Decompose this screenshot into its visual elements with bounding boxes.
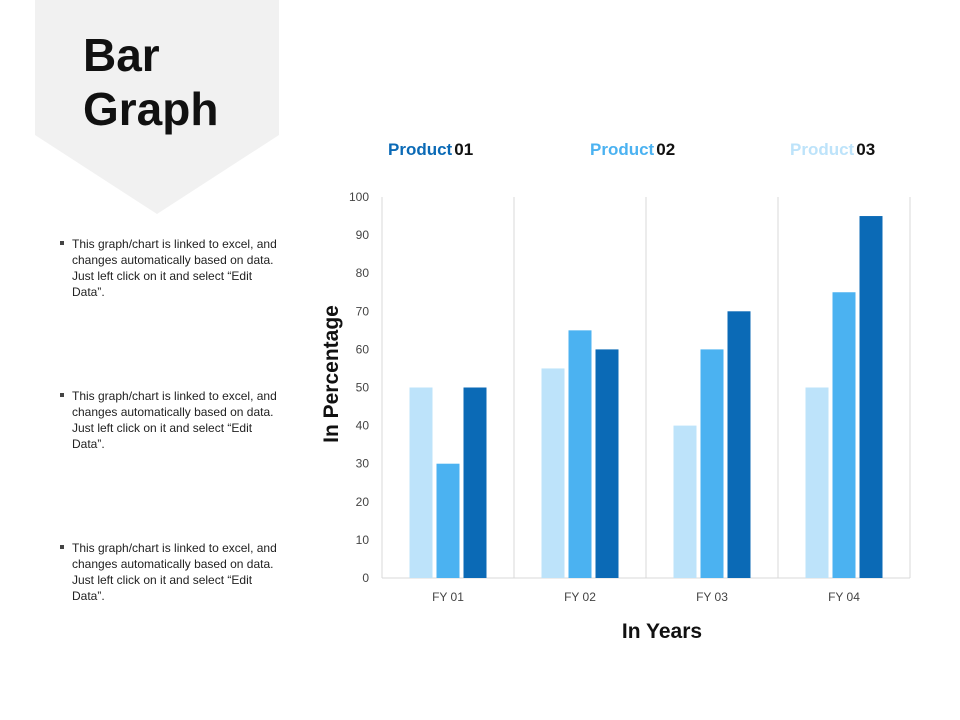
- y-tick-label: 50: [356, 381, 370, 395]
- bullet-marker: [60, 241, 64, 245]
- bar: [832, 292, 856, 578]
- x-tick-label: FY 04: [828, 590, 860, 604]
- bar: [436, 463, 460, 578]
- bar: [409, 387, 433, 578]
- y-tick-label: 20: [356, 495, 370, 509]
- legend-item-product-02: Product 02: [590, 140, 675, 160]
- bullet-text-2: This graph/chart is linked to excel, and…: [60, 388, 282, 452]
- legend-item-product-01: Product 01: [388, 140, 473, 160]
- title-panel: Bar Graph: [35, 0, 279, 214]
- bar: [700, 349, 724, 578]
- bar: [805, 387, 829, 578]
- legend-label: Product: [790, 140, 855, 159]
- x-tick-label: FY 03: [696, 590, 728, 604]
- bar: [463, 387, 487, 578]
- bar: [859, 216, 883, 579]
- bar: [568, 330, 592, 578]
- bullet-text: This graph/chart is linked to excel, and…: [72, 237, 277, 299]
- y-tick-label: 90: [356, 228, 370, 242]
- y-tick-label: 70: [356, 304, 370, 318]
- page-title: Bar Graph: [83, 29, 219, 135]
- bullet-text: This graph/chart is linked to excel, and…: [72, 541, 277, 603]
- y-tick-label: 60: [356, 342, 370, 356]
- y-tick-label: 10: [356, 533, 370, 547]
- bullet-text: This graph/chart is linked to excel, and…: [72, 389, 277, 451]
- y-tick-label: 0: [362, 571, 369, 585]
- bullet-marker: [60, 393, 64, 397]
- title-panel-shape: [35, 0, 279, 214]
- x-tick-label: FY 02: [564, 590, 596, 604]
- legend-number: 03: [856, 140, 876, 159]
- y-tick-label: 30: [356, 457, 370, 471]
- bullet-text-1: This graph/chart is linked to excel, and…: [60, 236, 282, 300]
- legend-item-product-03: Product 03: [790, 140, 875, 160]
- bar: [673, 425, 697, 578]
- bar: [541, 368, 565, 578]
- bullet-text-3: This graph/chart is linked to excel, and…: [60, 540, 282, 604]
- x-axis-title: In Years: [621, 620, 703, 643]
- legend-number: 02: [656, 140, 676, 159]
- bar: [595, 349, 619, 578]
- y-tick-label: 40: [356, 419, 370, 433]
- y-tick-label: 100: [349, 190, 369, 204]
- legend-label: Product: [590, 140, 655, 159]
- bullet-marker: [60, 545, 64, 549]
- y-tick-label: 80: [356, 266, 370, 280]
- bar: [727, 311, 751, 578]
- y-axis-title: In Percentage: [320, 305, 343, 443]
- legend-number: 01: [454, 140, 474, 159]
- x-tick-label: FY 01: [432, 590, 464, 604]
- legend-label: Product: [388, 140, 453, 159]
